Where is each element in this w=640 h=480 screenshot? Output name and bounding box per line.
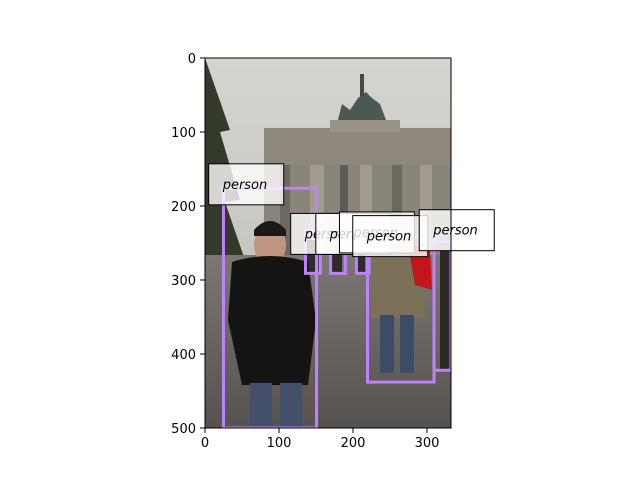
y-tick-label: 100 xyxy=(171,126,196,141)
y-tick-label: 300 xyxy=(171,274,196,289)
tree xyxy=(205,58,245,262)
detection-label: person xyxy=(418,209,495,252)
x-tick-label: 100 xyxy=(267,436,292,451)
x-tick-label: 200 xyxy=(341,436,366,451)
x-tick-label: 300 xyxy=(415,436,440,451)
x-axis: 0 100 200 300 xyxy=(201,428,440,451)
right-edge-person xyxy=(440,250,451,370)
detection-label-text: person xyxy=(366,230,412,245)
detection-label: person xyxy=(208,163,285,206)
y-tick-label: 500 xyxy=(171,422,196,437)
y-tick-label: 0 xyxy=(188,52,196,67)
detection-label: person xyxy=(352,215,429,258)
y-axis: 0 100 200 300 400 500 xyxy=(171,52,205,437)
y-tick-label: 400 xyxy=(171,348,196,363)
detection-label-text: person xyxy=(222,178,268,193)
main-person xyxy=(228,221,316,428)
detection-label-text: person xyxy=(432,224,478,239)
axes-frame xyxy=(204,57,452,429)
x-tick-label: 0 xyxy=(201,436,209,451)
detections: personpersonpersonpersonpersonperson xyxy=(208,163,495,428)
y-tick-label: 200 xyxy=(171,200,196,215)
